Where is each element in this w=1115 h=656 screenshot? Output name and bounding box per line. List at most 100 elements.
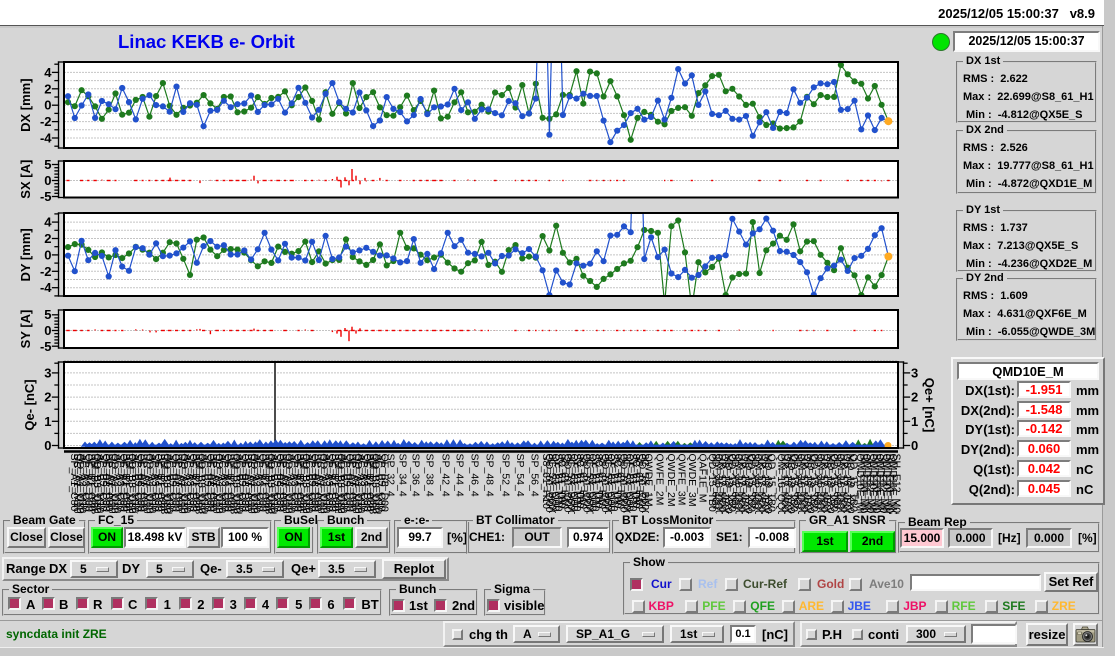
svg-text:QB_18_JB00: QB_18_JB00 xyxy=(841,454,853,515)
svg-text:QD_B3_Q80: QD_B3_Q80 xyxy=(196,454,208,514)
svg-text:8C_5X_B600: 8C_5X_B600 xyxy=(546,454,558,515)
svg-text:SP_B5_C80: SP_B5_C80 xyxy=(375,454,387,512)
svg-text:4: 4 xyxy=(44,215,52,230)
svg-text:AC_A2_M10: AC_A2_M10 xyxy=(77,454,89,514)
svg-text:BH_E10_M00: BH_E10_M00 xyxy=(871,454,883,515)
svg-text:AC_B7_M1000: AC_B7_M1000 xyxy=(94,454,106,515)
svg-text:S8_61_H10: S8_61_H10 xyxy=(596,454,608,510)
svg-text:QMD10E_M0: QMD10E_M0 xyxy=(854,454,866,515)
svg-text:QD_15_TB0: QD_15_TB0 xyxy=(765,454,777,513)
svg-text:1: 1 xyxy=(44,414,51,429)
svg-text:DC_A1_M10: DC_A1_M10 xyxy=(349,454,361,514)
svg-text:QM_16_QQ0: QM_16_QQ0 xyxy=(752,454,764,515)
svg-text:QF_B8_D00: QF_B8_D00 xyxy=(100,454,112,513)
svg-text:8C_61_T00: 8C_61_T00 xyxy=(574,454,586,509)
svg-text:QB_18_JB00: QB_18_JB00 xyxy=(821,454,833,515)
svg-text:QF_A4_D00: QF_A4_D00 xyxy=(361,454,373,513)
svg-text:QM_16_QQ0: QM_16_QQ0 xyxy=(732,454,744,515)
svg-text:SP_56_4: SP_56_4 xyxy=(529,454,541,497)
svg-text:QD_A1_Q80: QD_A1_Q80 xyxy=(213,454,225,514)
svg-text:8D_X5_600: 8D_X5_600 xyxy=(749,454,761,510)
svg-text:S8_61_H10: S8_61_H10 xyxy=(559,454,571,510)
svg-text:QD_A1_Q80: QD_A1_Q80 xyxy=(352,454,364,514)
svg-text:DX_17_M00: DX_17_M00 xyxy=(736,454,748,513)
svg-text:AC_B7_M1000: AC_B7_M1000 xyxy=(129,454,141,515)
svg-text:8D_X5_600: 8D_X5_600 xyxy=(729,454,741,510)
svg-text:8C_5X_B600: 8C_5X_B600 xyxy=(621,454,633,515)
svg-text:SP_A3_C80: SP_A3_C80 xyxy=(358,454,370,512)
svg-text:MQ_19_XX0: MQ_19_XX0 xyxy=(805,454,817,514)
svg-text:AC_B7_M1000: AC_B7_M1000 xyxy=(303,454,315,515)
svg-text:MQ_19_XX0: MQ_19_XX0 xyxy=(844,454,856,514)
svg-text:QD_B3_Q80: QD_B3_Q80 xyxy=(265,454,277,514)
svg-text:SP_32_4: SP_32_4 xyxy=(384,454,396,497)
svg-text:SP_34_4: SP_34_4 xyxy=(397,454,409,497)
svg-text:BH_E10_M00: BH_E10_M00 xyxy=(857,454,869,515)
svg-text:SP_A1_C80: SP_A1_C80 xyxy=(138,454,150,512)
svg-text:DC_A1_M10: DC_A1_M10 xyxy=(106,454,118,514)
svg-text:8D_X5_600: 8D_X5_600 xyxy=(831,454,843,510)
svg-text:SP_38_4: SP_38_4 xyxy=(424,454,436,497)
svg-text:QF_61_Q00: QF_61_Q00 xyxy=(587,454,599,512)
svg-text:SY_61_M10: SY_61_M10 xyxy=(571,454,583,512)
svg-text:AC_A2_M10: AC_A2_M10 xyxy=(251,454,263,514)
svg-text:3: 3 xyxy=(44,365,51,380)
svg-text:8D_X5_600: 8D_X5_600 xyxy=(709,454,721,510)
svg-text:SY [A]: SY [A] xyxy=(18,310,33,349)
svg-text:DC_A1_M10: DC_A1_M10 xyxy=(210,454,222,514)
svg-text:DC_A1_M10: DC_A1_M10 xyxy=(71,454,83,514)
svg-text:QM_16_QQ0: QM_16_QQ0 xyxy=(713,454,725,515)
svg-text:QD_61_Q00: QD_61_Q00 xyxy=(562,454,574,513)
svg-text:QD_A1_Q80: QD_A1_Q80 xyxy=(178,454,190,514)
svg-text:SP_48_4: SP_48_4 xyxy=(484,454,496,497)
svg-text:QWDE_1M: QWDE_1M xyxy=(643,454,655,507)
svg-text:QF_A4_D00: QF_A4_D00 xyxy=(326,454,338,513)
svg-text:SP_B1_C80: SP_B1_C80 xyxy=(85,454,97,512)
svg-text:-5: -5 xyxy=(40,189,52,204)
svg-text:SP_A3_C80: SP_A3_C80 xyxy=(114,454,126,512)
svg-text:S8_61_H10: S8_61_H10 xyxy=(633,454,645,510)
svg-text:QD_B3_Q80: QD_B3_Q80 xyxy=(161,454,173,514)
svg-text:SP_B5_C80: SP_B5_C80 xyxy=(201,454,213,512)
svg-text:4: 4 xyxy=(44,65,52,80)
svg-text:8C_5X_B600: 8C_5X_B600 xyxy=(583,454,595,515)
svg-text:DX [mm]: DX [mm] xyxy=(18,78,33,131)
svg-text:SP_A3_C80: SP_A3_C80 xyxy=(80,454,92,512)
svg-text:SH_E12_M00: SH_E12_M00 xyxy=(890,454,902,515)
svg-text:SP_B1_C80: SP_B1_C80 xyxy=(294,454,306,512)
svg-text:MQ_19_XX0: MQ_19_XX0 xyxy=(723,454,735,514)
svg-text:QM_16_QQ0: QM_16_QQ0 xyxy=(815,454,827,515)
svg-text:QWDE_2M: QWDE_2M xyxy=(665,454,677,507)
svg-text:QMD11E_M0: QMD11E_M0 xyxy=(887,454,899,515)
svg-text:AC_B7_M1000: AC_B7_M1000 xyxy=(233,454,245,515)
svg-text:DC_A1_M10: DC_A1_M10 xyxy=(315,454,327,514)
svg-text:QF_61_Q00: QF_61_Q00 xyxy=(605,454,617,512)
svg-text:SP_A1_C80: SP_A1_C80 xyxy=(207,454,219,512)
svg-text:-2: -2 xyxy=(40,114,52,129)
svg-text:8C_61_T00: 8C_61_T00 xyxy=(593,454,605,509)
svg-text:MQ_19_XX0: MQ_19_XX0 xyxy=(762,454,774,514)
svg-text:AC_A2_M10: AC_A2_M10 xyxy=(320,454,332,514)
svg-text:DC_A1_M10: DC_A1_M10 xyxy=(245,454,257,514)
svg-text:DC_A1_M10: DC_A1_M10 xyxy=(175,454,187,514)
svg-text:QD_B3_Q80: QD_B3_Q80 xyxy=(91,454,103,514)
svg-text:AC_A2_M10: AC_A2_M10 xyxy=(146,454,158,514)
svg-text:QD_61_Q00: QD_61_Q00 xyxy=(580,454,592,513)
svg-text:2: 2 xyxy=(911,390,918,405)
svg-text:QD_61_Q00: QD_61_Q00 xyxy=(636,454,648,513)
svg-text:SH_E12_M00: SH_E12_M00 xyxy=(877,454,889,515)
svg-text:AC_A2_M10: AC_A2_M10 xyxy=(355,454,367,514)
svg-text:AC_A2_M10: AC_A2_M10 xyxy=(286,454,298,514)
svg-text:AC_B7_M1000: AC_B7_M1000 xyxy=(199,454,211,515)
svg-text:SP_B5_C80: SP_B5_C80 xyxy=(132,454,144,512)
svg-text:SP_A3_C80: SP_A3_C80 xyxy=(184,454,196,512)
svg-text:QD_A1_Q80: QD_A1_Q80 xyxy=(109,454,121,514)
svg-text:8C_5X_B600: 8C_5X_B600 xyxy=(639,454,651,515)
svg-text:QD_A1_Q80: QD_A1_Q80 xyxy=(317,454,329,514)
svg-text:S8_61_H10: S8_61_H10 xyxy=(614,454,626,510)
svg-text:2: 2 xyxy=(44,81,51,96)
svg-text:SY_61_M10: SY_61_M10 xyxy=(590,454,602,512)
svg-text:QD_B3_Q80: QD_B3_Q80 xyxy=(300,454,312,514)
svg-text:SP_A3_C80: SP_A3_C80 xyxy=(254,454,266,512)
svg-text:DX_17_M00: DX_17_M00 xyxy=(778,454,790,513)
